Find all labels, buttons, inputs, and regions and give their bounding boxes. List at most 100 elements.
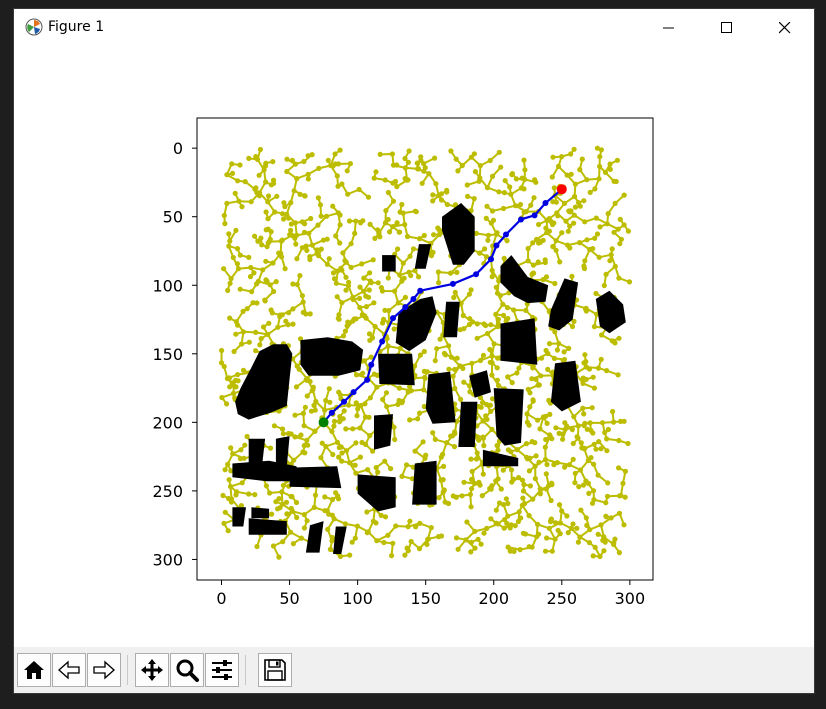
tree-node [274, 193, 280, 199]
tree-node [555, 163, 562, 169]
tree-node [444, 440, 450, 446]
tree-node [441, 463, 447, 469]
tree-node [432, 358, 438, 364]
figure-canvas[interactable]: 0 50 100 150 200 250 300 0 50 100 150 200 250 300 [14, 47, 814, 647]
tree-node [388, 466, 394, 472]
tree-node [501, 502, 507, 508]
tree-node [587, 527, 593, 533]
tree-node [266, 320, 272, 326]
tree-node [613, 178, 619, 185]
tree-node [408, 538, 414, 545]
maximize-button[interactable] [698, 9, 756, 47]
tree-node [485, 237, 491, 243]
tree-node [287, 232, 293, 238]
tree-node [407, 518, 413, 524]
tree-node [549, 174, 555, 180]
tree-node [437, 336, 443, 342]
configure-subplots-button[interactable] [205, 653, 239, 687]
tree-node [220, 492, 226, 499]
save-figure-button[interactable] [258, 653, 292, 687]
tree-node [311, 402, 317, 408]
tree-node [334, 439, 340, 445]
tree-node [495, 447, 501, 453]
tree-node [476, 479, 482, 485]
tree-node [260, 267, 266, 273]
tree-node [603, 514, 609, 520]
tree-node [498, 486, 504, 492]
tree-node [358, 402, 364, 409]
tree-node [343, 287, 349, 293]
tree-node [543, 471, 549, 477]
tree-node [555, 527, 561, 533]
tree-node [595, 531, 601, 537]
path-node [542, 199, 549, 206]
tree-node [227, 384, 233, 390]
tree-node [375, 280, 381, 286]
tree-node [352, 462, 358, 468]
tree-node [487, 359, 493, 365]
tree-node [327, 399, 333, 405]
tree-node [385, 216, 391, 223]
tree-node [331, 418, 338, 424]
tree-node [221, 266, 227, 272]
tree-node [340, 416, 346, 422]
tree-node [236, 198, 242, 204]
tree-node [383, 208, 389, 214]
tree-node [489, 274, 495, 280]
zoom-button[interactable] [170, 653, 204, 687]
tree-node [224, 401, 230, 407]
tree-node [235, 322, 241, 328]
tree-node [421, 168, 427, 174]
tree-node [434, 346, 440, 352]
minimize-button[interactable] [640, 9, 698, 47]
tree-node [561, 200, 568, 206]
tree-node [537, 491, 544, 497]
obstacle [232, 507, 246, 527]
tree-node [474, 434, 480, 440]
tree-node [362, 401, 368, 407]
tree-node [455, 168, 461, 174]
pan-button[interactable] [135, 653, 169, 687]
tree-node [532, 177, 538, 183]
tree-node [228, 275, 234, 282]
tree-node [224, 200, 230, 206]
tree-node [235, 378, 241, 384]
tree-node [342, 521, 348, 527]
tree-node [225, 528, 231, 534]
tree-node [339, 181, 345, 187]
tree-node [535, 382, 541, 388]
tree-node [490, 396, 496, 402]
tree-node [242, 179, 248, 185]
tree-node [399, 398, 406, 404]
tree-node [572, 181, 579, 187]
close-button[interactable] [756, 9, 814, 47]
tree-node [404, 233, 411, 240]
home-button[interactable] [17, 653, 51, 687]
move-icon [141, 659, 163, 681]
tree-node [370, 448, 376, 454]
tree-node [240, 367, 247, 373]
floppy-disk-icon [264, 659, 286, 681]
tree-node [299, 245, 305, 251]
tree-node [288, 431, 294, 437]
tree-node [521, 209, 527, 215]
tree-node [500, 205, 507, 212]
tree-node [363, 304, 369, 310]
tree-node [472, 545, 478, 551]
tree-node [556, 502, 563, 508]
tree-node [583, 308, 590, 314]
tree-node [330, 270, 337, 276]
tree-node [251, 270, 257, 276]
tree-node [385, 275, 391, 281]
tree-node [337, 147, 343, 153]
tree-node [301, 229, 308, 235]
tree-node [605, 426, 612, 433]
tree-node [283, 318, 289, 324]
tree-node [468, 504, 474, 510]
tree-node [262, 163, 269, 169]
tree-node [430, 430, 436, 436]
tree-node [402, 552, 408, 558]
forward-button[interactable] [87, 653, 121, 687]
tree-node [574, 525, 580, 531]
back-button[interactable] [52, 653, 86, 687]
